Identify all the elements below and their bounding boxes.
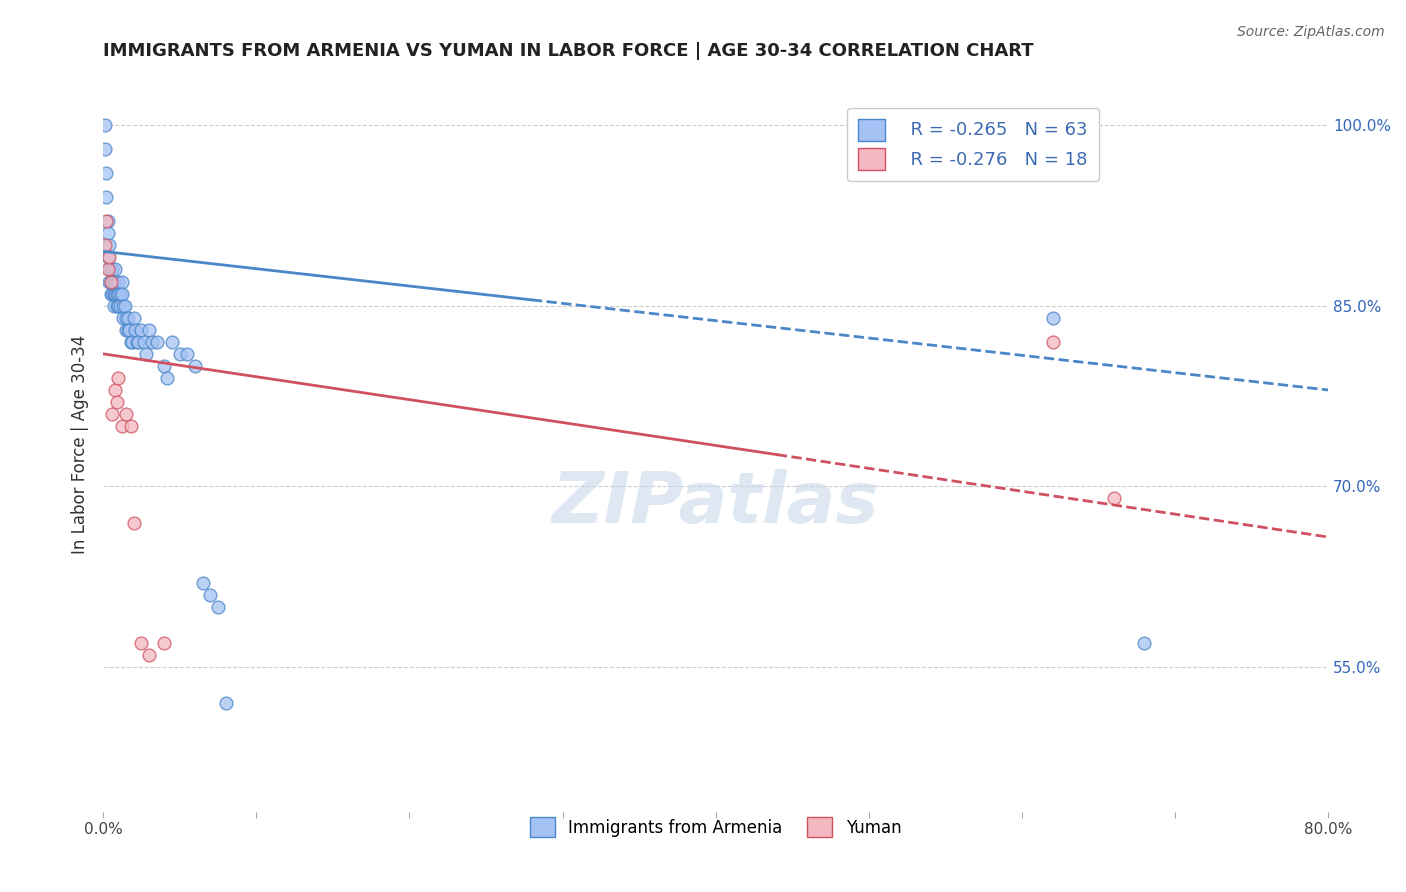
Point <box>112 299 135 313</box>
Point <box>103 299 125 313</box>
Point <box>100 275 122 289</box>
Point <box>135 347 157 361</box>
Point <box>1102 491 1125 506</box>
Point <box>110 286 132 301</box>
Text: IMMIGRANTS FROM ARMENIA VS YUMAN IN LABOR FORCE | AGE 30-34 CORRELATION CHART: IMMIGRANTS FROM ARMENIA VS YUMAN IN LABO… <box>103 42 1033 60</box>
Point <box>105 395 128 409</box>
Point <box>115 310 138 325</box>
Point <box>101 407 124 421</box>
Point <box>122 516 145 530</box>
Point <box>117 323 139 337</box>
Point <box>115 407 138 421</box>
Text: ZIPatlas: ZIPatlas <box>553 468 879 538</box>
Point <box>125 334 148 349</box>
Point <box>118 323 141 337</box>
Point <box>110 275 132 289</box>
Point <box>110 419 132 434</box>
Point <box>104 262 127 277</box>
Point <box>107 371 129 385</box>
Point <box>96 166 118 180</box>
Point <box>115 323 138 337</box>
Point <box>100 286 122 301</box>
Point <box>97 251 120 265</box>
Point <box>103 275 125 289</box>
Point <box>176 347 198 361</box>
Point <box>124 323 146 337</box>
Point <box>105 299 128 313</box>
Point <box>138 323 160 337</box>
Point <box>105 286 128 301</box>
Point <box>112 310 135 325</box>
Point <box>120 419 142 434</box>
Point <box>153 359 176 373</box>
Point <box>100 262 122 277</box>
Point <box>134 334 156 349</box>
Point <box>93 142 115 156</box>
Point <box>101 262 124 277</box>
Point <box>200 588 222 602</box>
Point <box>117 310 139 325</box>
Point <box>93 238 115 252</box>
Point <box>141 334 163 349</box>
Point <box>214 697 236 711</box>
Point <box>97 214 120 228</box>
Y-axis label: In Labor Force | Age 30-34: In Labor Force | Age 30-34 <box>72 334 89 554</box>
Point <box>122 310 145 325</box>
Point <box>184 359 207 373</box>
Point <box>121 334 143 349</box>
Point <box>120 334 142 349</box>
Point <box>96 190 118 204</box>
Point <box>156 371 179 385</box>
Point <box>98 262 121 277</box>
Point <box>107 299 129 313</box>
Point <box>107 275 129 289</box>
Point <box>98 275 121 289</box>
Point <box>131 636 153 650</box>
Point <box>127 334 149 349</box>
Point <box>96 214 118 228</box>
Point <box>131 323 153 337</box>
Point <box>108 286 131 301</box>
Point <box>103 286 125 301</box>
Point <box>108 299 131 313</box>
Point <box>169 347 191 361</box>
Point <box>1042 310 1064 325</box>
Point <box>97 262 120 277</box>
Point <box>101 286 124 301</box>
Point <box>98 251 121 265</box>
Point <box>93 118 115 132</box>
Point <box>1133 636 1156 650</box>
Point <box>98 238 121 252</box>
Point <box>145 334 167 349</box>
Point <box>97 227 120 241</box>
Point <box>207 599 229 614</box>
Point <box>100 275 122 289</box>
Point <box>103 275 125 289</box>
Point <box>191 575 214 590</box>
Legend: Immigrants from Armenia, Yuman: Immigrants from Armenia, Yuman <box>523 810 908 844</box>
Point <box>138 648 160 663</box>
Point <box>104 275 127 289</box>
Point <box>160 334 183 349</box>
Point <box>107 286 129 301</box>
Point <box>104 286 127 301</box>
Point <box>104 383 127 397</box>
Point <box>153 636 176 650</box>
Point <box>114 299 136 313</box>
Text: Source: ZipAtlas.com: Source: ZipAtlas.com <box>1237 25 1385 39</box>
Point <box>1042 334 1064 349</box>
